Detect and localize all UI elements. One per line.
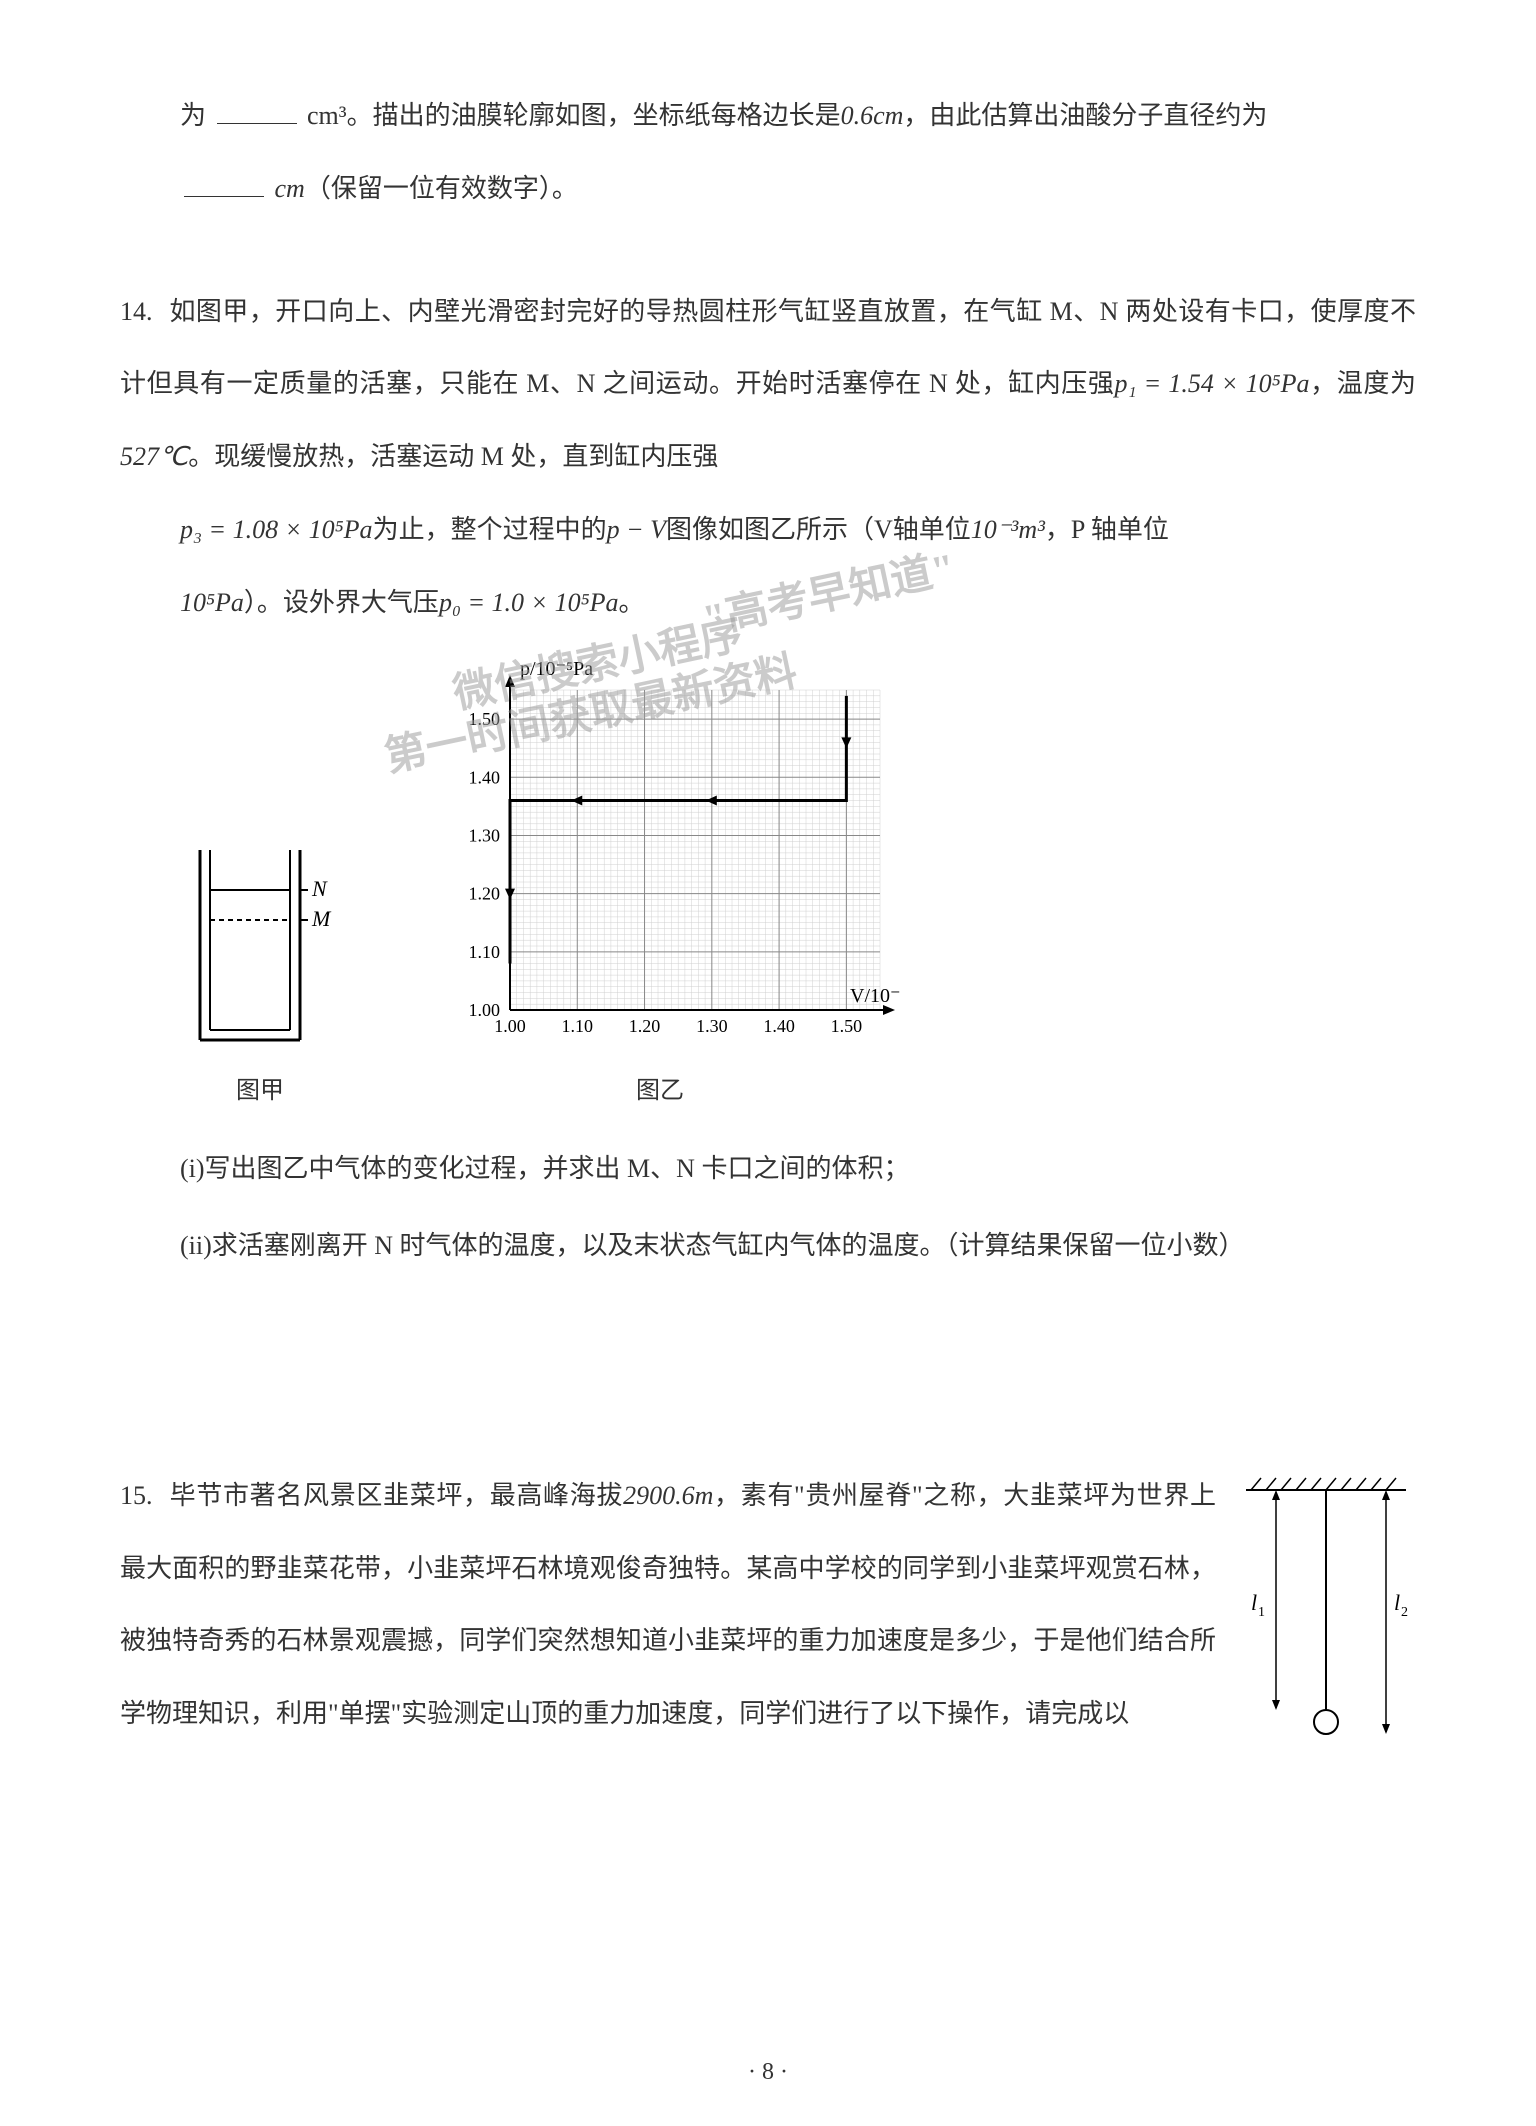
q14-number: 14. bbox=[120, 276, 153, 349]
q14-vunit: 10⁻³m³ bbox=[971, 515, 1045, 544]
q13-prefix: 为 bbox=[180, 101, 206, 130]
svg-text:V/10⁻³m³: V/10⁻³m³ bbox=[850, 985, 900, 1007]
svg-text:N: N bbox=[311, 876, 328, 901]
caption-jia: 图甲 bbox=[180, 1070, 340, 1105]
q14-line1b: ，温度为 bbox=[1310, 369, 1416, 398]
svg-text:1.00: 1.00 bbox=[494, 1016, 526, 1036]
q13-suffix: ，由此估算出油酸分子直径约为 bbox=[903, 101, 1267, 130]
q14-diagrams: N M 图甲 p/10⁻⁵Pa V/10⁻³m³ 1.00 1.10 1.20 1.30 1… bbox=[180, 660, 1416, 1105]
cylinder-diagram-jia: N M 图甲 bbox=[180, 840, 340, 1105]
chart-yi: p/10⁻⁵Pa V/10⁻³m³ 1.00 1.10 1.20 1.30 1.40 1.50… bbox=[420, 660, 900, 1105]
q15-text: 15. 毕节市著名风景区韭菜坪，最高峰海拔2900.6m，素有"贵州屋脊"之称，… bbox=[120, 1460, 1416, 1751]
q13-unit: cm bbox=[275, 174, 305, 203]
question-14: 14. 如图甲，开口向上、内壁光滑密封完好的导热圆柱形气缸竖直放置，在气缸 M、… bbox=[120, 276, 1416, 1280]
q15-altitude: 2900.6m bbox=[623, 1481, 713, 1510]
q15-line1: 毕节市著名风景区韭菜坪，最高峰海拔 bbox=[170, 1481, 623, 1510]
q14-period: 。 bbox=[619, 588, 645, 617]
q14-punit: 10⁵Pa bbox=[180, 588, 244, 617]
svg-text:l: l bbox=[1251, 1590, 1257, 1615]
q15-diagram: l 1 l 2 bbox=[1236, 1470, 1416, 1755]
svg-text:1.10: 1.10 bbox=[562, 1016, 594, 1036]
q13-text-1: cm³。描出的油膜轮廓如图，坐标纸每格边长是 bbox=[307, 101, 841, 130]
blank-1 bbox=[217, 98, 297, 124]
page-number: · 8 · bbox=[748, 2059, 788, 2086]
svg-text:2: 2 bbox=[1401, 1605, 1408, 1620]
q14-p3: p₃ = 1.08 × 10⁵Pa bbox=[180, 515, 373, 544]
q14-sub-i: (i)写出图乙中气体的变化过程，并求出 M、N 卡口之间的体积； bbox=[180, 1135, 1416, 1203]
q13-gridsize: 0.6cm bbox=[841, 101, 904, 130]
question-13-continuation: 为 cm³。描出的油膜轮廓如图，坐标纸每格边长是0.6cm，由此估算出油酸分子直… bbox=[120, 80, 1416, 226]
sub-ii-text: 求活塞刚离开 N 时气体的温度，以及末状态气缸内气体的温度。（计算结果保留一位小… bbox=[212, 1231, 1245, 1260]
svg-text:1.30: 1.30 bbox=[469, 825, 501, 845]
q14-sub-ii: (ii)求活塞刚离开 N 时气体的温度，以及末状态气缸内气体的温度。（计算结果保… bbox=[180, 1212, 1416, 1280]
svg-text:l: l bbox=[1394, 1590, 1400, 1615]
blank-2 bbox=[184, 171, 264, 197]
q15-line2: ，素有"贵州屋脊"之称，大韭菜坪为世界上最大面积的野韭菜花带，小韭菜坪石林境观俊… bbox=[120, 1481, 1216, 1728]
q14-p1: p₁ = 1.54 × 10⁵Pa bbox=[1115, 369, 1310, 398]
q14-line2c: ，P 轴单位 bbox=[1045, 515, 1169, 544]
q13-text-body: 为 cm³。描出的油膜轮廓如图，坐标纸每格边长是0.6cm，由此估算出油酸分子直… bbox=[120, 80, 1416, 226]
caption-yi: 图乙 bbox=[420, 1070, 900, 1105]
cylinder-svg: N M bbox=[180, 840, 340, 1060]
svg-text:1.50: 1.50 bbox=[469, 709, 501, 729]
svg-text:1.40: 1.40 bbox=[469, 767, 501, 787]
svg-text:1.20: 1.20 bbox=[469, 883, 501, 903]
svg-text:1.50: 1.50 bbox=[831, 1016, 863, 1036]
q14-subitems: (i)写出图乙中气体的变化过程，并求出 M、N 卡口之间的体积； (ii)求活塞… bbox=[120, 1135, 1416, 1280]
svg-text:M: M bbox=[311, 906, 332, 931]
q14-p0: p₀ = 1.0 × 10⁵Pa bbox=[439, 588, 619, 617]
sub-i-text: 写出图乙中气体的变化过程，并求出 M、N 卡口之间的体积； bbox=[205, 1154, 910, 1183]
svg-text:1.30: 1.30 bbox=[696, 1016, 728, 1036]
svg-text:1: 1 bbox=[1258, 1605, 1265, 1620]
pendulum-svg: l 1 l 2 bbox=[1236, 1470, 1416, 1750]
sub-i-label: (i) bbox=[180, 1154, 205, 1183]
q13-text-2: （保留一位有效数字）。 bbox=[305, 174, 578, 203]
question-15: l 1 l 2 15. 毕节市著名风景区韭菜坪，最高峰海拔2900.6m，素有"… bbox=[120, 1460, 1416, 1751]
q14-text: 14. 如图甲，开口向上、内壁光滑密封完好的导热圆柱形气缸竖直放置，在气缸 M、… bbox=[120, 276, 1416, 494]
svg-text:1.10: 1.10 bbox=[469, 941, 501, 961]
q15-number: 15. bbox=[120, 1460, 153, 1533]
svg-text:p/10⁻⁵Pa: p/10⁻⁵Pa bbox=[520, 660, 593, 680]
chart-svg: p/10⁻⁵Pa V/10⁻³m³ 1.00 1.10 1.20 1.30 1.40 1.50… bbox=[420, 660, 900, 1060]
q14-body: p₃ = 1.08 × 10⁵Pa为止，整个过程中的p − V图像如图乙所示（V… bbox=[120, 494, 1416, 640]
q14-temp: 527℃ bbox=[120, 442, 188, 471]
q14-line2: 为止，整个过程中的 bbox=[373, 515, 607, 544]
q14-line3a: ）。设外界大气压 bbox=[244, 588, 439, 617]
q14-line1c: 。现缓慢放热，活塞运动 M 处，直到缸内压强 bbox=[188, 442, 718, 471]
svg-text:1.20: 1.20 bbox=[629, 1016, 661, 1036]
svg-text:1.40: 1.40 bbox=[763, 1016, 795, 1036]
q14-line2b: 图像如图乙所示（V轴单位 bbox=[666, 515, 971, 544]
sub-ii-label: (ii) bbox=[180, 1231, 212, 1260]
q14-pv: p − V bbox=[607, 515, 666, 544]
